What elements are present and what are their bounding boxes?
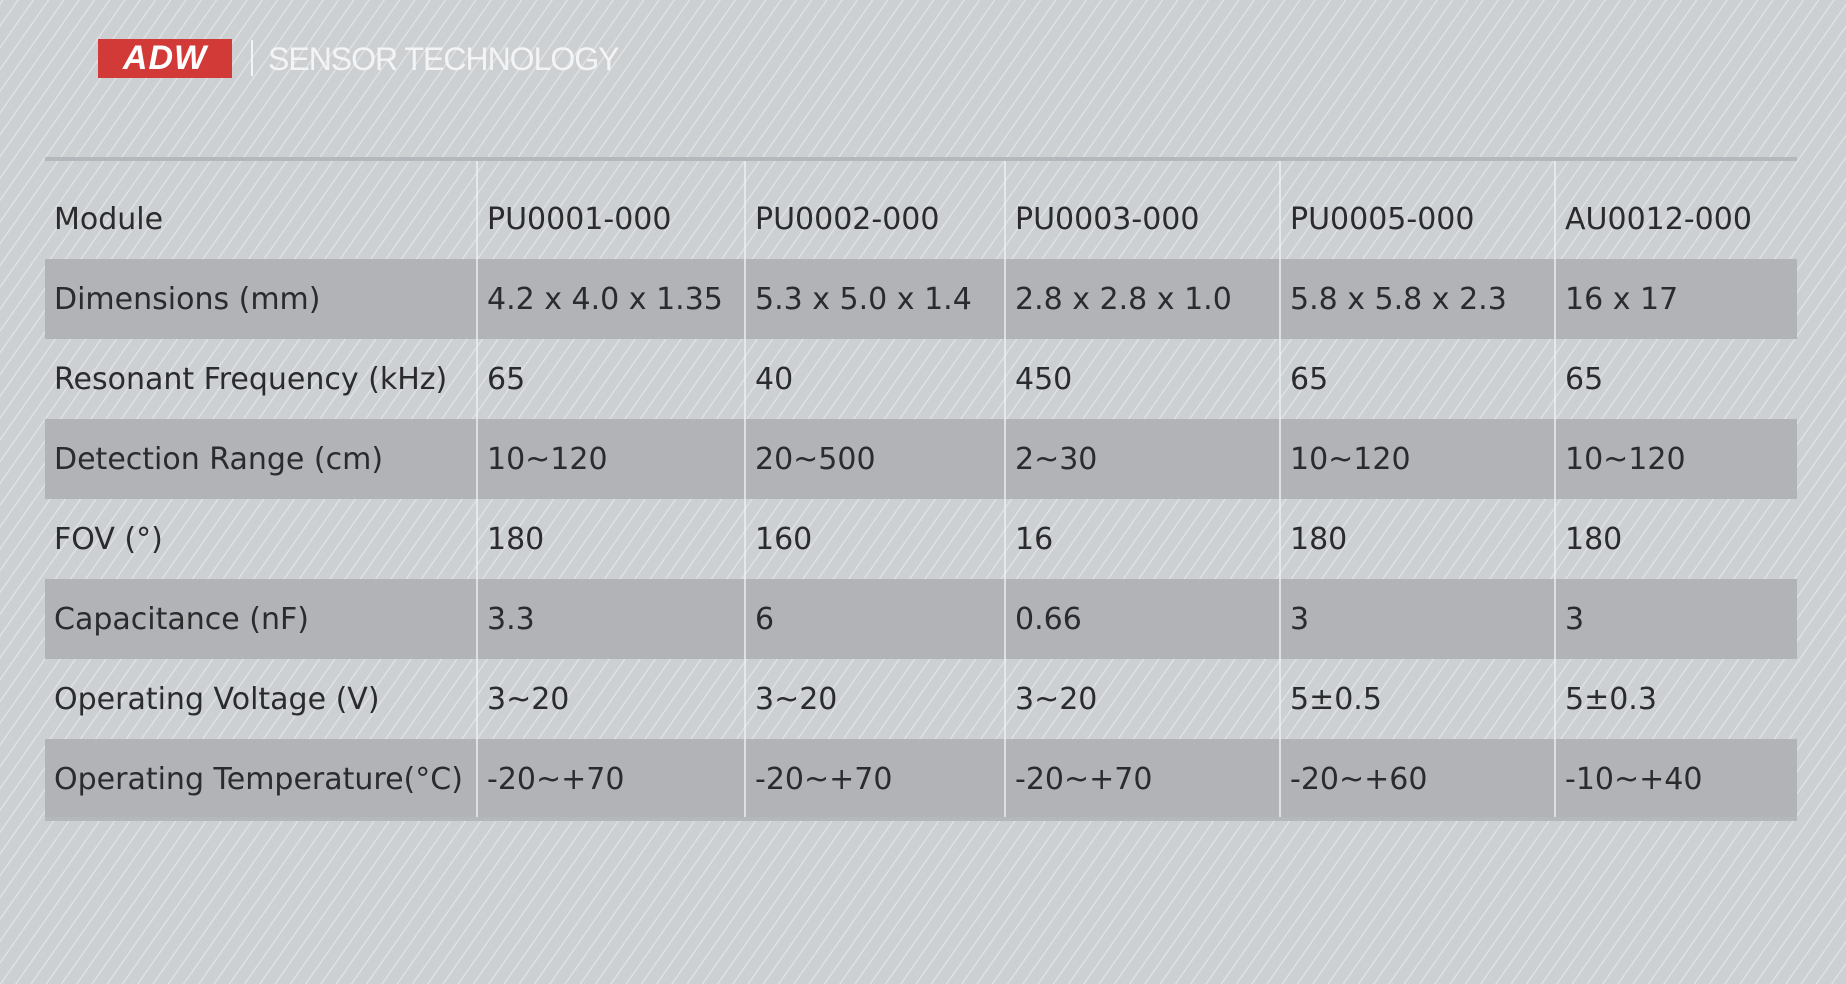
table-cell: 5.3 x 5.0 x 1.4	[746, 259, 1006, 339]
table-cell: 180	[1565, 521, 1623, 557]
header-divider	[251, 40, 253, 76]
table-row: Dimensions (mm) 4.2 x 4.0 x 1.35 5.3 x 5.0…	[45, 259, 1797, 339]
table-cell: 2.8 x 2.8 x 1.0	[1006, 259, 1281, 339]
table-cell: 6	[746, 579, 1006, 659]
row-label: FOV (°)	[45, 499, 478, 579]
table-cell: -20~+70	[746, 739, 1006, 819]
table-bottom-rule	[45, 817, 1797, 821]
table-cell: 16 x 17	[1556, 259, 1797, 339]
table-cell: 180	[1281, 499, 1556, 579]
table-top-rule	[45, 157, 1797, 161]
table-cell: 180	[478, 499, 746, 579]
row-label: Resonant Frequency (kHz)	[45, 339, 478, 419]
table-cell: 450	[1006, 339, 1281, 419]
row-label: Dimensions (mm)	[45, 259, 478, 339]
table-cell: 3	[1556, 579, 1797, 659]
table-row: Operating Voltage (V) 3~20 3~20 3~20 5±0.5 5±…	[45, 659, 1797, 739]
table-cell: 20~500	[746, 419, 1006, 499]
table-cell: 5±0.5	[1281, 659, 1556, 739]
table-row: Operating Temperature(°C) -20~+70 -20~+70-…	[45, 739, 1797, 819]
table-row: Capacitance (nF) 3.3 6 0.66 3 3	[45, 579, 1797, 659]
spec-table: Module PU0001-000 PU0002-000 PU0003-000 PU00…	[45, 161, 1797, 819]
table-cell: 4.2 x 4.0 x 1.35	[478, 259, 746, 339]
table-cell: 65	[478, 339, 746, 419]
table-row: Resonant Frequency (kHz) 65 40 450 65 65	[45, 339, 1797, 419]
table-cell: 65	[1281, 339, 1556, 419]
table-cell: 160	[746, 499, 1006, 579]
row-label: Detection Range (cm)	[45, 419, 478, 499]
table-header-row: Module PU0001-000 PU0002-000 PU0003-000 PU00…	[45, 161, 1797, 259]
adw-logo: ADW	[98, 39, 232, 78]
table-cell: 3	[1281, 579, 1556, 659]
table-row: FOV (°) 180 160 16 180 180	[45, 499, 1797, 579]
table-cell: -10~+40	[1556, 739, 1797, 819]
table-cell: 2~30	[1006, 419, 1281, 499]
table-cell: 16	[1006, 499, 1281, 579]
table-cell: 3~20	[746, 659, 1006, 739]
row-label: Operating Temperature(°C)	[45, 739, 478, 819]
table-cell: PU0005-000	[1281, 161, 1556, 259]
tagline: SENSOR TECHNOLOGY	[268, 41, 619, 77]
table-cell: 0.66	[1006, 579, 1281, 659]
table-cell: 40	[746, 339, 1006, 419]
table-cell: -20~+70	[1006, 739, 1281, 819]
row-label: Module	[45, 161, 478, 259]
table-cell: 10~120	[1281, 419, 1556, 499]
table-cell: 10~120	[1556, 419, 1797, 499]
row-label: Operating Voltage (V)	[45, 659, 478, 739]
table-cell: 3~20	[1006, 659, 1281, 739]
table-cell: 65	[1565, 361, 1604, 397]
table-cell: 10~120	[478, 419, 746, 499]
table-cell: -20~+70	[478, 739, 746, 819]
table-cell: PU0003-000	[1006, 161, 1281, 259]
table-cell: 3.3	[478, 579, 746, 659]
table-cell: 5.8 x 5.8 x 2.3	[1281, 259, 1556, 339]
table-cell: PU0002-000	[746, 161, 1006, 259]
table-cell: 3~20	[478, 659, 746, 739]
table-cell: PU0001-000	[478, 161, 746, 259]
table-cell: AU0012-000	[1565, 201, 1752, 237]
table-cell: -20~+60	[1281, 739, 1556, 819]
table-row: Detection Range (cm) 10~120 20~500 2~30 10~1…	[45, 419, 1797, 499]
row-label: Capacitance (nF)	[45, 579, 478, 659]
table-cell: 5±0.3	[1565, 681, 1657, 717]
